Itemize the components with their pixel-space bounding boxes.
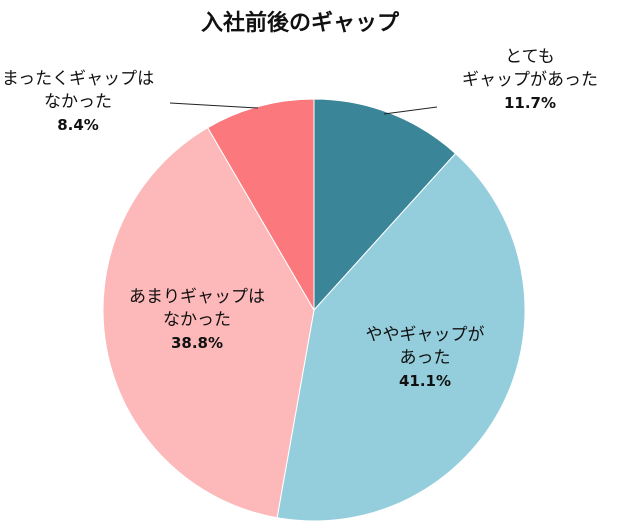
slice-4-value-label: 8.4%	[57, 116, 99, 134]
leader-lines	[169, 102, 438, 115]
slice-3-label-line-2: なかった	[163, 310, 231, 330]
slice-3-label-line-1: あまりギャップは	[129, 287, 265, 307]
pie-slice-2	[276, 152, 526, 522]
slice-1-value-label: 11.7%	[504, 94, 556, 112]
slice-1-label-line-1: とても	[505, 47, 555, 67]
chart-title: 入社前後のギャップ	[201, 10, 400, 36]
slice-4-label-line-1: まったくギャップは	[2, 69, 154, 89]
slice-1-label-line-2: ギャップがあった	[462, 70, 598, 90]
slice-2-label-line-2: あった	[400, 348, 451, 368]
pie-slice-3	[102, 127, 315, 519]
pie-slice-4	[207, 98, 315, 312]
pie-slices	[102, 98, 526, 522]
slice-2-label-line-1: ややギャップが	[366, 325, 485, 345]
slice-labels: とてもギャップがあった11.7%ややギャップがあった41.1%あまりギャップはな…	[2, 47, 598, 390]
slice-3-value-label: 38.8%	[171, 334, 223, 352]
leader-line-4	[169, 102, 259, 109]
leader-line-1	[383, 106, 438, 115]
slice-4-label-line-2: なかった	[44, 92, 112, 112]
slice-2-value-label: 41.1%	[399, 372, 451, 390]
